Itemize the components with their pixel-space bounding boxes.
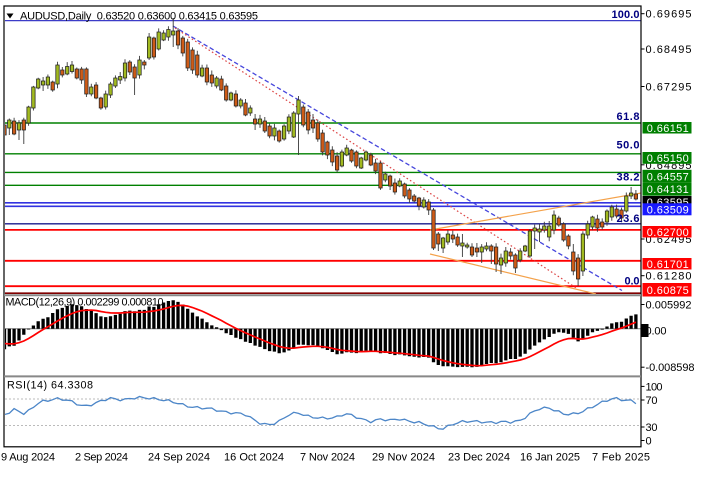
svg-text:70: 70: [646, 395, 658, 407]
svg-text:23 Dec 2024: 23 Dec 2024: [448, 452, 510, 464]
svg-text:30: 30: [646, 422, 658, 434]
svg-text:0.60875: 0.60875: [647, 285, 689, 297]
svg-text:0.64131: 0.64131: [647, 184, 689, 196]
svg-text:MACD(12,26,9) 0.002299 0.00081: MACD(12,26,9) 0.002299 0.000810: [6, 297, 164, 309]
svg-text:7 Feb 2025: 7 Feb 2025: [592, 452, 650, 464]
svg-text:24 Sep 2024: 24 Sep 2024: [148, 452, 210, 464]
svg-text:0.61280: 0.61280: [646, 271, 692, 283]
svg-text:0.00: 0.00: [646, 326, 667, 338]
svg-text:0.66151: 0.66151: [647, 123, 689, 135]
svg-text:2 Sep 2024: 2 Sep 2024: [75, 452, 128, 464]
svg-text:0.63509: 0.63509: [647, 204, 689, 216]
svg-text:100: 100: [646, 381, 663, 393]
svg-text:0.67295: 0.67295: [646, 82, 692, 94]
svg-text:0.0: 0.0: [625, 275, 640, 287]
svg-text:7 Nov 2024: 7 Nov 2024: [300, 452, 355, 464]
svg-text:50.0: 50.0: [617, 140, 640, 152]
svg-text:29 Nov 2024: 29 Nov 2024: [372, 452, 435, 464]
svg-text:16 Jan 2025: 16 Jan 2025: [520, 452, 580, 464]
svg-text:16 Oct 2024: 16 Oct 2024: [224, 452, 284, 464]
svg-text:0.68495: 0.68495: [646, 44, 692, 56]
svg-text:AUDUSD,Daily 0.63520 0.63600: AUDUSD,Daily 0.63520 0.63600 0.63415 0.6…: [20, 11, 258, 23]
svg-text:0.64557: 0.64557: [647, 171, 689, 183]
svg-text:100.0: 100.0: [612, 9, 640, 21]
svg-text:61.8: 61.8: [617, 111, 640, 123]
svg-text:-0.008598: -0.008598: [646, 362, 695, 374]
svg-text:9 Aug 2024: 9 Aug 2024: [1, 452, 55, 464]
svg-text:0.69695: 0.69695: [646, 9, 692, 21]
svg-text:0.005992: 0.005992: [646, 300, 692, 312]
svg-text:0: 0: [646, 436, 652, 448]
svg-text:0.65150: 0.65150: [647, 153, 689, 165]
svg-text:23.6: 23.6: [617, 213, 640, 225]
svg-text:0.62700: 0.62700: [647, 227, 689, 239]
svg-text:38.2: 38.2: [617, 172, 640, 184]
svg-text:RSI(14) 64.3308: RSI(14) 64.3308: [7, 380, 93, 392]
svg-text:0.61701: 0.61701: [647, 259, 689, 271]
